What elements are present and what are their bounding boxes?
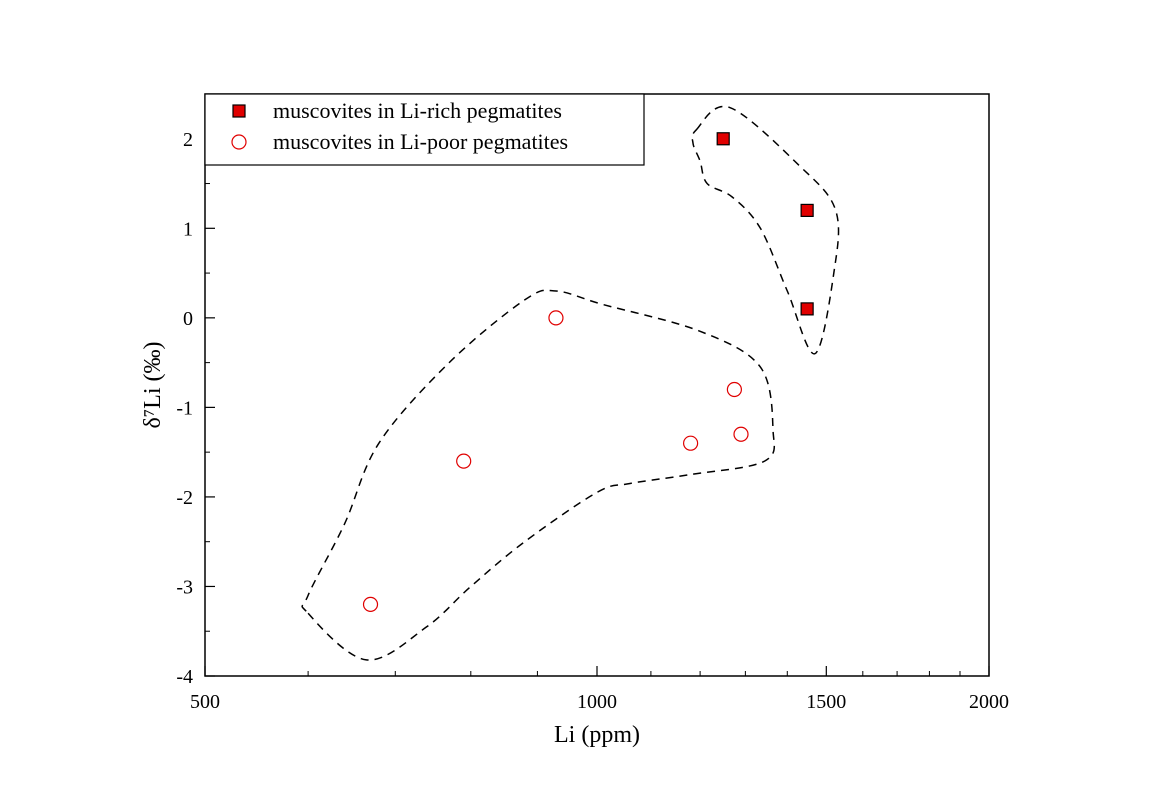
y-tick-label: -3 (176, 576, 193, 598)
y-tick-label: 1 (183, 218, 193, 240)
y-tick-label: -2 (176, 487, 193, 509)
x-tick-label: 2000 (969, 691, 1009, 713)
enclosure-outline-li-rich (691, 105, 840, 355)
x-axis-label: Li (ppm) (554, 722, 640, 748)
legend-marker-li-poor (231, 134, 247, 150)
enclosure-group (301, 105, 840, 661)
x-tick-label: 500 (190, 691, 220, 713)
tick-group: 500 1000 1500 2000 -4 -3 -2 -1 0 1 2 (176, 129, 1009, 713)
point-li-poor (726, 381, 742, 398)
y-tick-label: 2 (183, 129, 193, 151)
point-li-rich (716, 132, 730, 146)
point-li-poor (456, 453, 472, 469)
point-li-poor (548, 310, 564, 326)
x-tick-label: 1000 (577, 691, 617, 713)
legend-marker-li-rich (232, 104, 246, 118)
point-li-poor (733, 426, 749, 442)
legend: muscovites in Li-rich pegmatites muscovit… (204, 93, 645, 166)
y-axis-label: δ⁷Li (‰) (140, 342, 166, 429)
data-points (362, 132, 814, 612)
point-li-rich (800, 203, 814, 217)
x-tick-label: 1500 (806, 691, 846, 713)
legend-label: muscovites in Li-poor pegmatites (273, 129, 568, 154)
point-li-rich (800, 302, 814, 316)
legend-box (204, 93, 645, 166)
point-li-poor (362, 596, 379, 612)
y-tick-label: -1 (176, 397, 193, 419)
y-tick-label: -4 (176, 666, 193, 688)
legend-label: muscovites in Li-rich pegmatites (273, 98, 562, 123)
point-li-poor (683, 435, 699, 451)
y-tick-label: 0 (183, 308, 193, 330)
